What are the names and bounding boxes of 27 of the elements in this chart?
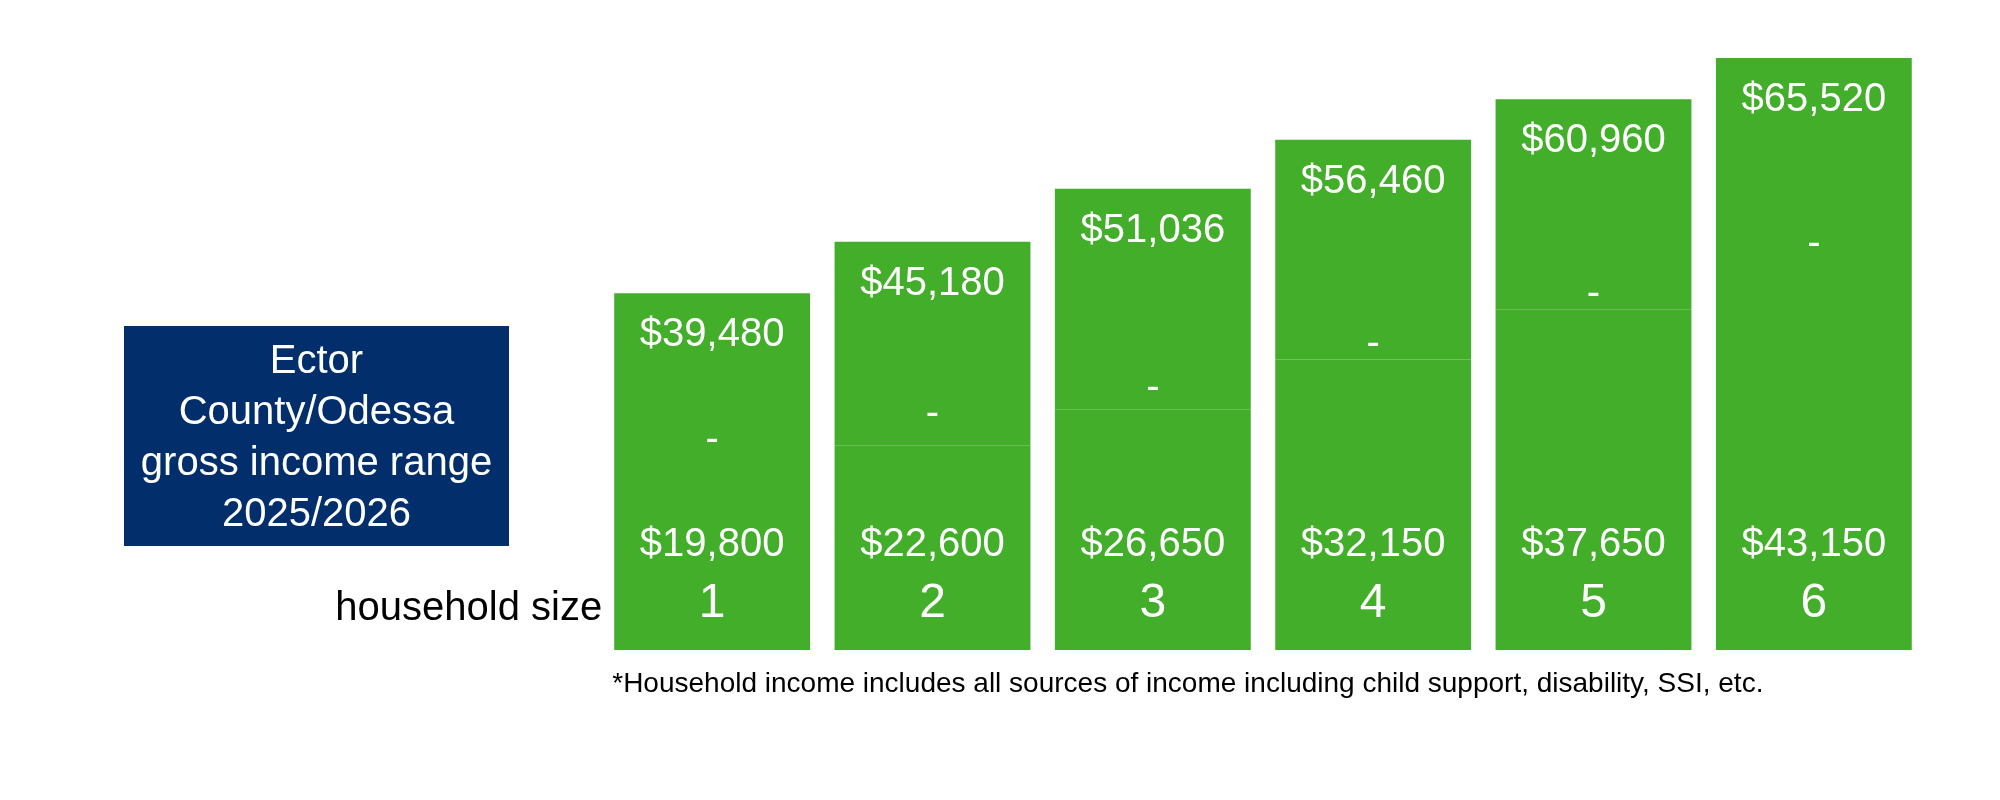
x-tick-label: 5 [1580,574,1607,628]
data-label: - [1807,219,1821,264]
total-label: $39,480 [639,310,785,355]
data-label: $32,150 [1300,520,1446,565]
x-tick-label: 4 [1359,574,1387,628]
data-label: $22,600 [860,520,1005,565]
total-label: $60,960 [1521,116,1666,161]
total-label: $56,460 [1300,156,1446,201]
data-label: - [705,415,719,460]
x-tick-label: 1 [698,574,726,628]
data-label: $37,650 [1521,520,1666,565]
data-label: - [925,389,940,434]
x-axis-title: household size [335,584,603,629]
data-label: $26,650 [1080,520,1226,565]
data-label: - [1366,318,1380,363]
data-label: - [1586,268,1601,313]
data-label: - [1146,362,1160,407]
total-label: $45,180 [860,258,1005,303]
data-label: $19,800 [639,520,785,565]
x-tick-label: 6 [1800,574,1828,628]
x-tick-label: 3 [1139,574,1167,628]
text: *Household income includes all sources of income including child support, disability, SSI, etc. [612,666,1764,698]
x-tick-label: 2 [919,574,946,628]
data-label: $43,150 [1741,520,1887,565]
total-label: $65,520 [1741,75,1887,120]
title-box: Ector County/Odessa gross income range 2025/2026 [124,326,509,546]
total-label: $51,036 [1080,205,1226,250]
